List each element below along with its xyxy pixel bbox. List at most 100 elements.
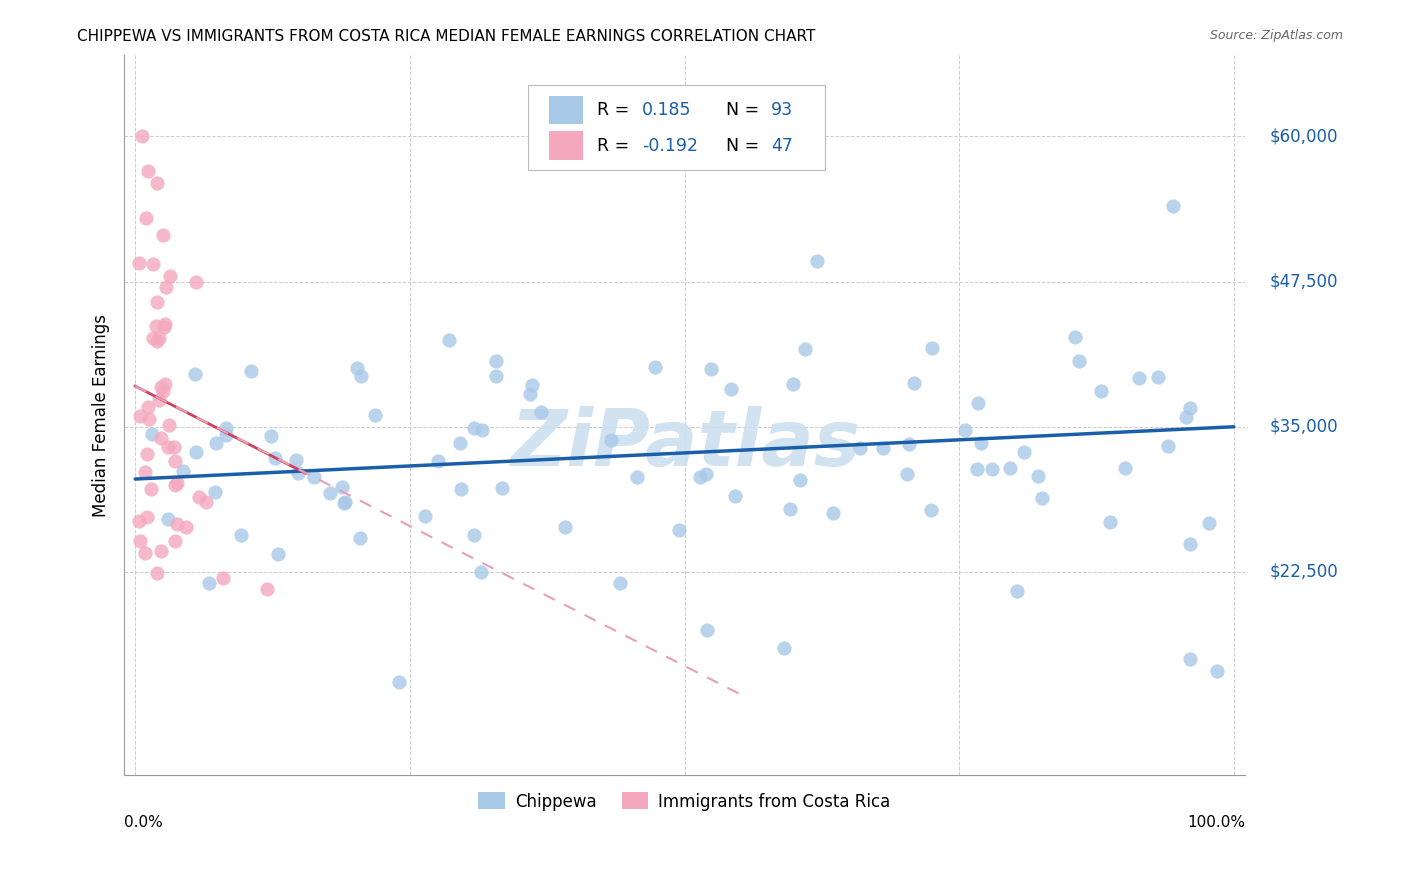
Point <box>920 503 942 517</box>
Text: $60,000: $60,000 <box>1270 128 1339 145</box>
Point <box>264 450 287 465</box>
Point <box>485 354 508 368</box>
Point <box>256 582 278 597</box>
Point <box>427 454 450 468</box>
Point <box>998 461 1021 475</box>
Point <box>896 467 918 482</box>
Point <box>350 369 373 384</box>
Point <box>266 547 288 561</box>
Point <box>903 376 925 390</box>
Point <box>1067 353 1090 368</box>
Point <box>335 495 357 509</box>
Point <box>128 534 150 549</box>
Point <box>668 523 690 537</box>
Point <box>134 465 156 479</box>
Text: $22,500: $22,500 <box>1270 563 1339 581</box>
Point <box>773 641 796 656</box>
Y-axis label: Median Female Earnings: Median Female Earnings <box>93 314 110 516</box>
Point <box>141 426 163 441</box>
Point <box>204 485 226 500</box>
Point <box>821 507 844 521</box>
Point <box>153 377 176 392</box>
Point <box>148 331 170 345</box>
FancyBboxPatch shape <box>527 86 824 170</box>
Point <box>1206 664 1229 678</box>
Point <box>285 453 308 467</box>
Point <box>146 566 169 580</box>
Point <box>700 361 723 376</box>
Point <box>195 495 218 509</box>
Text: $35,000: $35,000 <box>1270 417 1339 436</box>
Point <box>205 436 228 450</box>
Point <box>463 528 485 542</box>
Point <box>782 376 804 391</box>
Text: Source: ZipAtlas.com: Source: ZipAtlas.com <box>1209 29 1343 43</box>
Point <box>1090 384 1112 398</box>
Point <box>1163 199 1185 213</box>
Text: 47: 47 <box>770 136 793 154</box>
Point <box>330 480 353 494</box>
Point <box>364 408 387 422</box>
Point <box>136 509 159 524</box>
Point <box>212 571 235 585</box>
Text: 0.0%: 0.0% <box>124 814 163 830</box>
Text: 93: 93 <box>770 101 793 119</box>
Point <box>184 275 207 289</box>
Point <box>163 534 186 549</box>
Bar <box>548 131 582 161</box>
Point <box>491 481 513 495</box>
Point <box>152 384 174 398</box>
Point <box>520 378 543 392</box>
Point <box>150 380 173 394</box>
Point <box>128 515 150 529</box>
Text: ZiPatlas: ZiPatlas <box>509 406 859 482</box>
Point <box>332 496 354 510</box>
Point <box>231 528 253 542</box>
Point <box>146 334 169 348</box>
Text: R =: R = <box>598 136 636 154</box>
Point <box>600 433 623 447</box>
Point <box>1064 330 1087 344</box>
Point <box>1180 537 1202 551</box>
Point <box>724 489 747 503</box>
Text: R =: R = <box>598 101 636 119</box>
Point <box>159 268 181 283</box>
Point <box>471 423 494 437</box>
Point <box>921 341 943 355</box>
Legend: Chippewa, Immigrants from Costa Rica: Chippewa, Immigrants from Costa Rica <box>472 786 897 817</box>
Point <box>186 445 208 459</box>
Point <box>184 367 207 381</box>
Point <box>644 359 666 374</box>
Point <box>966 395 988 409</box>
Point <box>215 421 238 435</box>
Point <box>695 467 717 481</box>
Point <box>155 317 177 331</box>
Point <box>188 491 211 505</box>
Point <box>128 256 150 270</box>
Point <box>156 441 179 455</box>
Point <box>302 470 325 484</box>
Point <box>136 447 159 461</box>
Point <box>145 319 167 334</box>
Point <box>146 294 169 309</box>
Text: CHIPPEWA VS IMMIGRANTS FROM COSTA RICA MEDIAN FEMALE EARNINGS CORRELATION CHART: CHIPPEWA VS IMMIGRANTS FROM COSTA RICA M… <box>77 29 815 45</box>
Point <box>530 405 553 419</box>
Point <box>720 382 742 396</box>
Point <box>141 482 163 496</box>
Point <box>197 575 219 590</box>
Point <box>346 361 368 376</box>
Point <box>163 440 186 454</box>
Point <box>131 129 153 144</box>
Point <box>135 211 157 225</box>
Point <box>695 623 717 637</box>
Text: 0.185: 0.185 <box>643 101 692 119</box>
Point <box>1178 652 1201 666</box>
Point <box>388 675 411 690</box>
Point <box>450 482 472 496</box>
Point <box>157 512 180 526</box>
Point <box>519 387 541 401</box>
Point <box>152 228 174 243</box>
Point <box>1174 410 1197 425</box>
Point <box>349 532 371 546</box>
Point <box>163 454 186 468</box>
